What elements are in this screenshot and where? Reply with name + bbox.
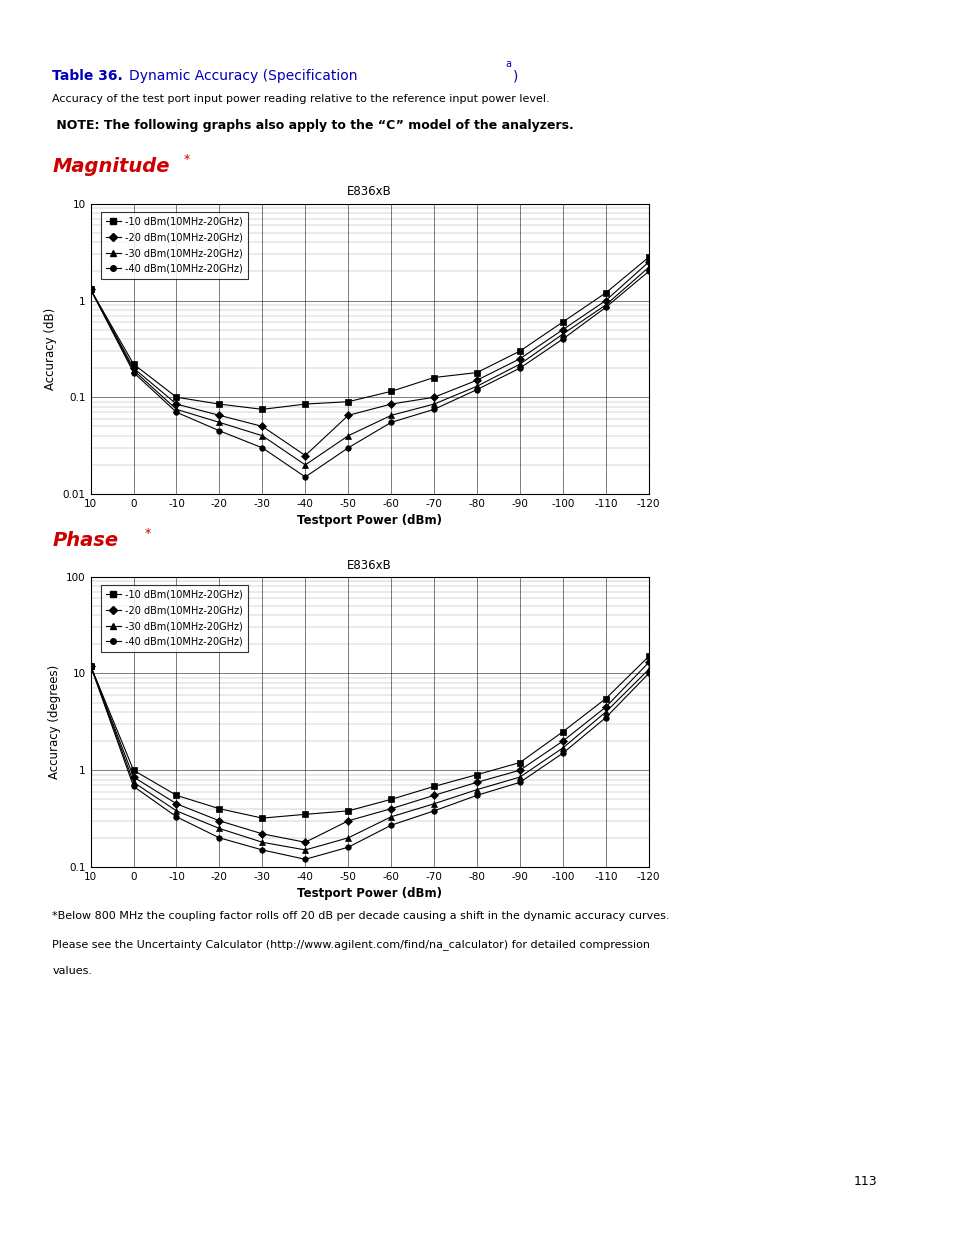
Text: *: * (145, 527, 152, 541)
X-axis label: Testport Power (dBm): Testport Power (dBm) (297, 515, 441, 527)
Text: values.: values. (52, 966, 92, 976)
Legend: -10 dBm(10MHz-20GHz), -20 dBm(10MHz-20GHz), -30 dBm(10MHz-20GHz), -40 dBm(10MHz-: -10 dBm(10MHz-20GHz), -20 dBm(10MHz-20GH… (101, 211, 248, 279)
X-axis label: Testport Power (dBm): Testport Power (dBm) (297, 888, 441, 900)
Text: NOTE: The following graphs also apply to the “C” model of the analyzers.: NOTE: The following graphs also apply to… (52, 119, 574, 132)
Text: Table 36.: Table 36. (52, 69, 123, 83)
Text: Magnitude: Magnitude (52, 157, 170, 175)
Text: Please see the Uncertainty Calculator (http://www.agilent.com/find/na_calculator: Please see the Uncertainty Calculator (h… (52, 939, 650, 950)
Text: Phase: Phase (52, 531, 118, 550)
Text: Dynamic Accuracy (Specification: Dynamic Accuracy (Specification (129, 69, 357, 83)
Text: ): ) (513, 69, 518, 83)
Text: E836xB: E836xB (347, 185, 392, 199)
Text: a: a (505, 59, 511, 69)
Text: E836xB: E836xB (347, 559, 392, 573)
Text: *: * (183, 153, 190, 167)
Legend: -10 dBm(10MHz-20GHz), -20 dBm(10MHz-20GHz), -30 dBm(10MHz-20GHz), -40 dBm(10MHz-: -10 dBm(10MHz-20GHz), -20 dBm(10MHz-20GH… (101, 584, 248, 652)
Text: Accuracy of the test port input power reading relative to the reference input po: Accuracy of the test port input power re… (52, 94, 550, 104)
Y-axis label: Accuracy (degrees): Accuracy (degrees) (48, 664, 61, 779)
Text: 113: 113 (853, 1174, 877, 1188)
Y-axis label: Accuracy (dB): Accuracy (dB) (44, 308, 57, 390)
Text: *Below 800 MHz the coupling factor rolls off 20 dB per decade causing a shift in: *Below 800 MHz the coupling factor rolls… (52, 911, 669, 921)
